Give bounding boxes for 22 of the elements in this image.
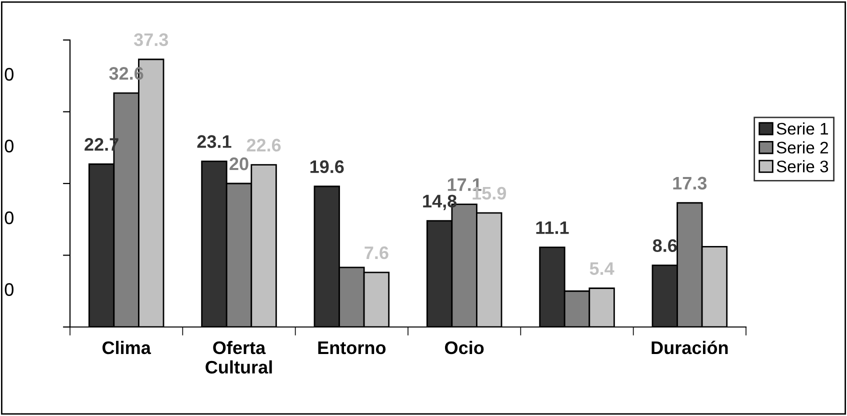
x-tick-label: Duración [652,340,728,354]
data-label: 22.6 [246,138,281,152]
data-label: 5.4 [590,262,614,275]
data-label: 14,8 [423,194,457,210]
data-label: 17.3 [673,176,707,190]
data-label: 23.1 [197,135,232,148]
x-tick-label: Clima [102,340,152,354]
data-label: 7.6 [364,246,388,260]
data-label: 37.3 [134,33,168,46]
legend-label: Serie 3 [776,160,828,172]
text: 0 [4,211,14,224]
text: 0 [4,140,14,152]
x-tick-label: Oferta Cultural [206,340,272,374]
x-tick-label: Entorno [318,342,386,354]
text: 0 [4,68,14,81]
x-tick-label: Ocio [445,340,484,354]
data-label: 19.6 [310,160,344,174]
data-label: 11.1 [536,221,569,234]
text: 0 [4,283,14,296]
legend-label: Serie 2 [776,141,828,154]
legend-label: Serie 1 [776,122,828,135]
data-label: 20 [230,157,248,170]
